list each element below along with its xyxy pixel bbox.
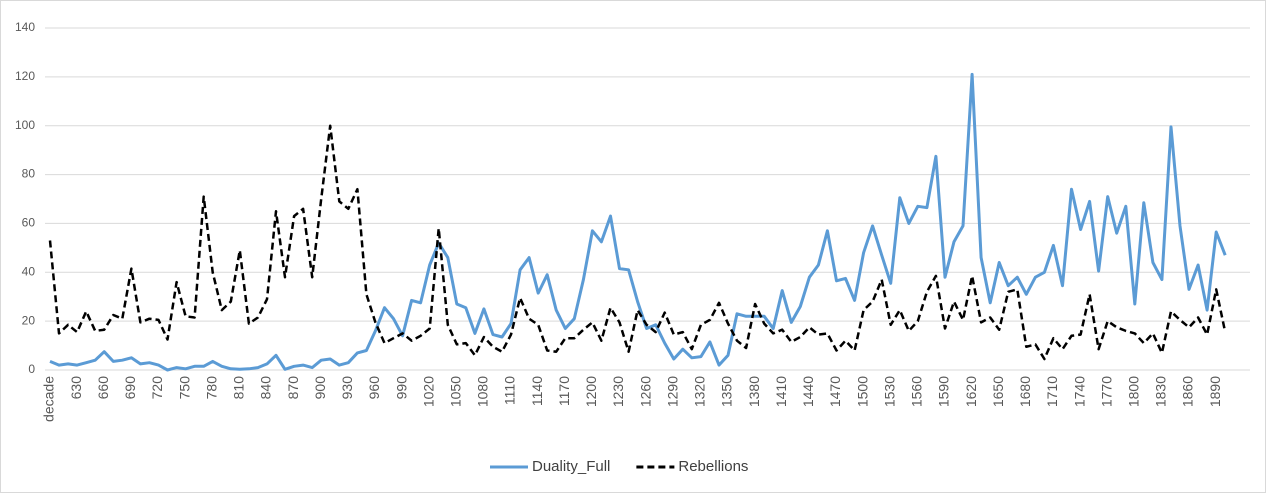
x-tick-label: 1020 [420,376,436,407]
y-tick-label: 40 [22,264,36,278]
y-tick-label: 20 [22,313,36,327]
x-tick-label: 1470 [827,376,843,407]
x-tick-label: 1680 [1017,376,1033,407]
x-tick-label: 960 [366,376,382,400]
x-tick-label: 1050 [448,376,464,407]
x-tick-label: 1800 [1126,376,1142,407]
x-tick-label: 1890 [1207,376,1223,407]
x-tick-label: 1200 [583,376,599,407]
x-tick-label: 1710 [1044,376,1060,407]
x-tick-label: 1440 [800,376,816,407]
x-tick-label: 1740 [1071,376,1087,407]
x-tick-label: 900 [312,376,328,400]
x-tick-label: 1350 [719,376,735,407]
legend: Duality_Full Rebellions [490,458,748,475]
x-tick-label: 1590 [936,376,952,407]
x-tick-label: 720 [149,376,165,400]
x-tick-label: 780 [203,376,219,400]
y-tick-label: 120 [15,69,35,83]
x-tick-label: 840 [258,376,274,400]
x-tick-label: 660 [95,376,111,400]
x-tick-label: 1650 [990,376,1006,407]
x-tick-label: 1080 [475,376,491,407]
series-line [49,72,1227,372]
x-tick-label: 750 [176,376,192,400]
x-tick-label: 1260 [637,376,653,407]
x-tick-label: 1530 [881,376,897,407]
x-tick-label: 1320 [692,376,708,407]
x-tick-label: 1140 [529,376,545,406]
x-tick-label: 1560 [909,376,925,407]
x-tick-label: 930 [339,376,355,400]
x-tick-label: 1170 [556,376,572,406]
x-tick-label: 1110 [502,376,518,405]
x-tick-label: 630 [68,376,84,400]
x-tick-label: 990 [393,376,409,400]
x-tick-label: 1830 [1153,376,1169,407]
legend-label: Duality_Full [532,458,610,475]
y-tick-label: 0 [28,362,35,376]
x-tick-label: 870 [285,376,301,400]
x-tick-label: 1230 [610,376,626,407]
y-tick-label: 60 [22,216,36,230]
x-tick-label: 690 [122,376,138,400]
x-tick-label: 1410 [773,376,789,407]
x-tick-label: 1770 [1098,376,1114,407]
x-tick-label: 1620 [963,376,979,407]
series-line [48,124,1227,361]
y-tick-label: 140 [15,20,35,34]
y-tick-label: 100 [15,118,35,132]
x-tick-label: 1500 [854,376,870,407]
x-tick-label: decade [41,376,57,422]
y-tick-label: 80 [22,167,36,181]
x-tick-label: 1380 [746,376,762,407]
x-tick-label: 1860 [1180,376,1196,407]
x-tick-label: 1290 [664,376,680,407]
legend-label: Rebellions [678,458,748,475]
x-tick-label: 810 [231,376,247,400]
